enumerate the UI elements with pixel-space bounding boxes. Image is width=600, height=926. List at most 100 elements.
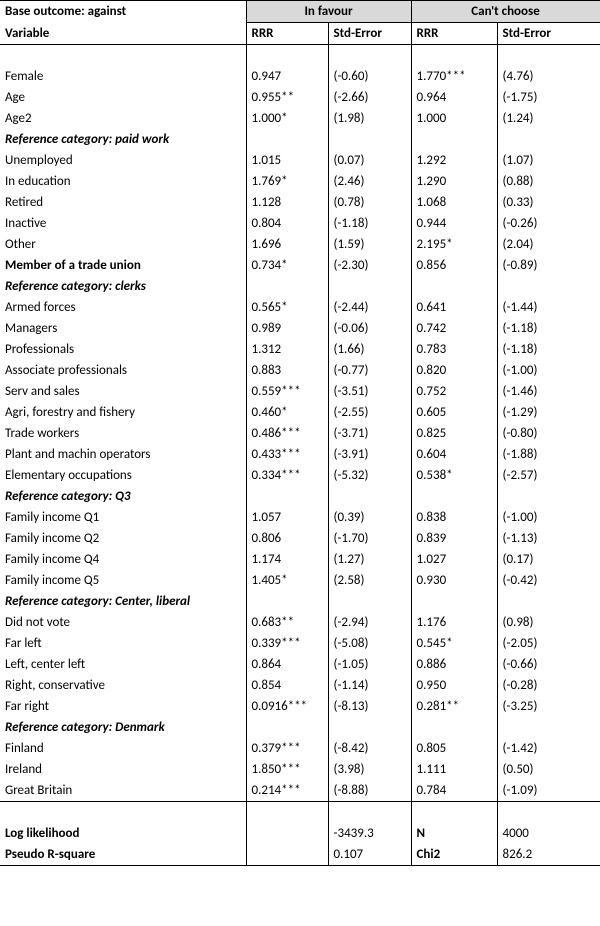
row-label: Serv and sales — [0, 381, 246, 402]
cell-rrr: 0.559*** — [246, 381, 328, 402]
section-empty — [411, 276, 497, 297]
cell-rrr: 1.000 — [411, 108, 497, 129]
stat-label: Pseudo R-square — [0, 844, 246, 866]
row-label: Retired — [0, 192, 246, 213]
cell-stderr: (-8.42) — [328, 738, 411, 759]
cell-rrr: 1.405* — [246, 570, 328, 591]
cell-rrr: 1.770*** — [411, 66, 497, 87]
cell-stderr: (2.04) — [497, 234, 600, 255]
cell-stderr: (-1.88) — [497, 444, 600, 465]
cell-stderr: (1.98) — [328, 108, 411, 129]
base-outcome-label: Base outcome: against — [0, 1, 246, 23]
cell-rrr: 0.281** — [411, 696, 497, 717]
cell-stderr: (-1.13) — [497, 528, 600, 549]
cell-rrr: 0.784 — [411, 780, 497, 802]
stat-val2: 826.2 — [497, 844, 600, 866]
section-label: Reference category: Denmark — [0, 717, 246, 738]
cell-stderr: (-5.08) — [328, 633, 411, 654]
section-empty — [246, 717, 328, 738]
cell-rrr: 0.947 — [246, 66, 328, 87]
cell-rrr: 0.565* — [246, 297, 328, 318]
cell-rrr: 0.538* — [411, 465, 497, 486]
cell-stderr: (-2.44) — [328, 297, 411, 318]
cell-rrr: 1.312 — [246, 339, 328, 360]
cell-rrr: 0.752 — [411, 381, 497, 402]
cell-stderr: (3.98) — [328, 759, 411, 780]
section-empty — [497, 129, 600, 150]
cell-stderr: (0.17) — [497, 549, 600, 570]
sub-header-stderr-1: Std-Error — [328, 23, 411, 45]
row-label: Inactive — [0, 213, 246, 234]
cell-stderr: (-3.71) — [328, 423, 411, 444]
sub-header-stderr-2: Std-Error — [497, 23, 600, 45]
cell-rrr: 0.379*** — [246, 738, 328, 759]
cell-stderr: (-0.26) — [497, 213, 600, 234]
cell-rrr: 0.604 — [411, 444, 497, 465]
cell-rrr: 0.214*** — [246, 780, 328, 802]
cell-stderr: (0.07) — [328, 150, 411, 171]
section-empty — [497, 486, 600, 507]
cell-rrr: 0.545* — [411, 633, 497, 654]
cell-rrr: 0.886 — [411, 654, 497, 675]
cell-stderr: (-3.25) — [497, 696, 600, 717]
cell-stderr: (1.07) — [497, 150, 600, 171]
section-empty — [411, 591, 497, 612]
section-empty — [246, 486, 328, 507]
cell-rrr: 0.805 — [411, 738, 497, 759]
section-empty — [328, 486, 411, 507]
section-label: Reference category: Q3 — [0, 486, 246, 507]
row-label: Associate professionals — [0, 360, 246, 381]
cell-stderr: (-0.89) — [497, 255, 600, 276]
section-label: Reference category: paid work — [0, 129, 246, 150]
section-empty — [411, 486, 497, 507]
section-empty — [328, 591, 411, 612]
stat-val2: 4000 — [497, 823, 600, 844]
cell-stderr: (-0.42) — [497, 570, 600, 591]
row-label: Age — [0, 87, 246, 108]
row-label: Trade workers — [0, 423, 246, 444]
row-label: Family income Q2 — [0, 528, 246, 549]
cell-stderr: (2.46) — [328, 171, 411, 192]
cell-stderr: (-1.29) — [497, 402, 600, 423]
row-label: Right, conservative — [0, 675, 246, 696]
cell-stderr: (2.58) — [328, 570, 411, 591]
row-label: Family income Q5 — [0, 570, 246, 591]
cell-rrr: 0.460* — [246, 402, 328, 423]
section-empty — [246, 591, 328, 612]
cell-rrr: 0.433*** — [246, 444, 328, 465]
cell-rrr: 0.989 — [246, 318, 328, 339]
cell-rrr: 0.964 — [411, 87, 497, 108]
row-label: Family income Q1 — [0, 507, 246, 528]
cell-rrr: 0.950 — [411, 675, 497, 696]
cell-rrr: 1.176 — [411, 612, 497, 633]
blank-cell — [0, 802, 246, 824]
cell-stderr: (-0.28) — [497, 675, 600, 696]
section-empty — [246, 129, 328, 150]
cell-stderr: (-0.80) — [497, 423, 600, 444]
row-label: Armed forces — [0, 297, 246, 318]
cell-stderr: (-2.05) — [497, 633, 600, 654]
row-label: Plant and machin operators — [0, 444, 246, 465]
cell-rrr: 0.339*** — [246, 633, 328, 654]
section-empty — [497, 276, 600, 297]
cell-stderr: (0.39) — [328, 507, 411, 528]
section-empty — [328, 129, 411, 150]
cell-rrr: 0.820 — [411, 360, 497, 381]
cell-stderr: (-1.70) — [328, 528, 411, 549]
cell-rrr: 0.838 — [411, 507, 497, 528]
cell-stderr: (1.59) — [328, 234, 411, 255]
sub-header-rrr-1: RRR — [246, 23, 328, 45]
row-label: Far right — [0, 696, 246, 717]
cell-rrr: 0.334*** — [246, 465, 328, 486]
cell-rrr: 0.783 — [411, 339, 497, 360]
row-label: Other — [0, 234, 246, 255]
cell-rrr: 1.015 — [246, 150, 328, 171]
stat-label2: Chi2 — [411, 844, 497, 866]
row-label: Agri, forestry and fishery — [0, 402, 246, 423]
blank-cell — [0, 45, 246, 67]
cell-stderr: (0.98) — [497, 612, 600, 633]
cell-stderr: (0.33) — [497, 192, 600, 213]
cell-rrr: 1.128 — [246, 192, 328, 213]
blank-cell — [328, 802, 411, 824]
sub-header-rrr-2: RRR — [411, 23, 497, 45]
